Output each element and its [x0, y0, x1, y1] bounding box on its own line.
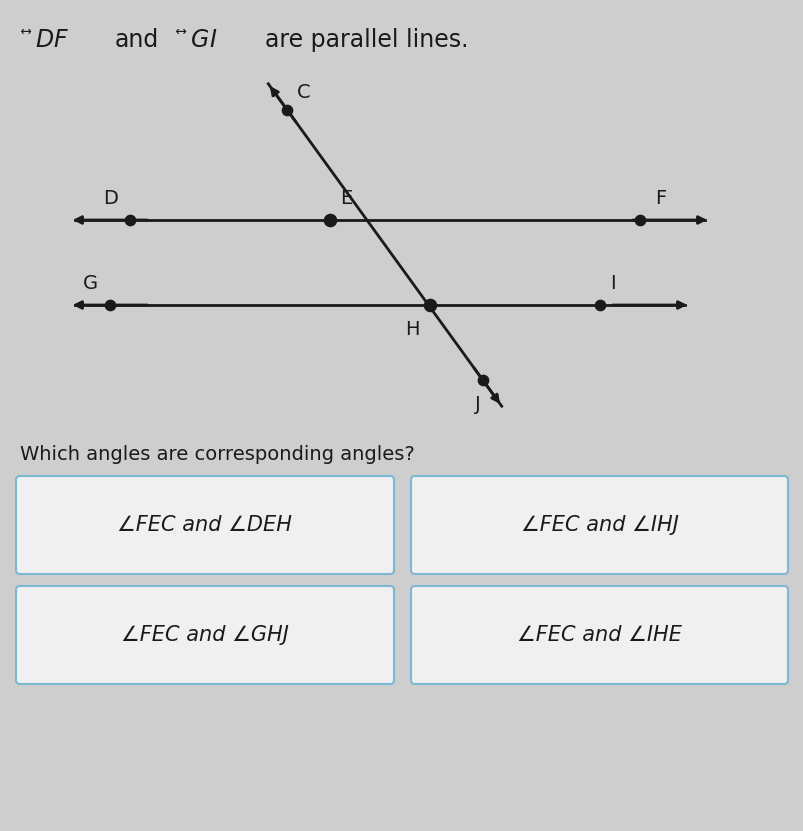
- Text: C: C: [296, 83, 310, 101]
- Text: $\overleftrightarrow{DF}$: $\overleftrightarrow{DF}$: [20, 28, 70, 52]
- Point: [423, 298, 436, 312]
- FancyBboxPatch shape: [410, 476, 787, 574]
- Text: $\overleftrightarrow{GI}$: $\overleftrightarrow{GI}$: [175, 28, 217, 52]
- Text: D: D: [103, 189, 118, 208]
- Text: and: and: [115, 28, 159, 52]
- Point: [476, 374, 489, 387]
- Point: [593, 298, 605, 312]
- Text: ∠FEC and ∠DEH: ∠FEC and ∠DEH: [117, 515, 292, 535]
- Point: [323, 214, 336, 227]
- Point: [633, 214, 646, 227]
- Point: [104, 298, 116, 312]
- Text: E: E: [340, 189, 352, 208]
- Text: H: H: [404, 320, 418, 339]
- Text: ∠FEC and ∠IHJ: ∠FEC and ∠IHJ: [520, 515, 678, 535]
- Point: [124, 214, 137, 227]
- Text: I: I: [609, 274, 615, 293]
- FancyBboxPatch shape: [16, 586, 393, 684]
- FancyBboxPatch shape: [410, 586, 787, 684]
- FancyBboxPatch shape: [16, 476, 393, 574]
- Text: J: J: [475, 396, 480, 415]
- Point: [280, 103, 293, 116]
- Text: ∠FEC and ∠GHJ: ∠FEC and ∠GHJ: [121, 625, 288, 645]
- Text: Which angles are corresponding angles?: Which angles are corresponding angles?: [20, 445, 414, 464]
- Text: ∠FEC and ∠IHE: ∠FEC and ∠IHE: [516, 625, 681, 645]
- Text: G: G: [83, 274, 98, 293]
- Text: F: F: [654, 189, 666, 208]
- Text: are parallel lines.: are parallel lines.: [265, 28, 468, 52]
